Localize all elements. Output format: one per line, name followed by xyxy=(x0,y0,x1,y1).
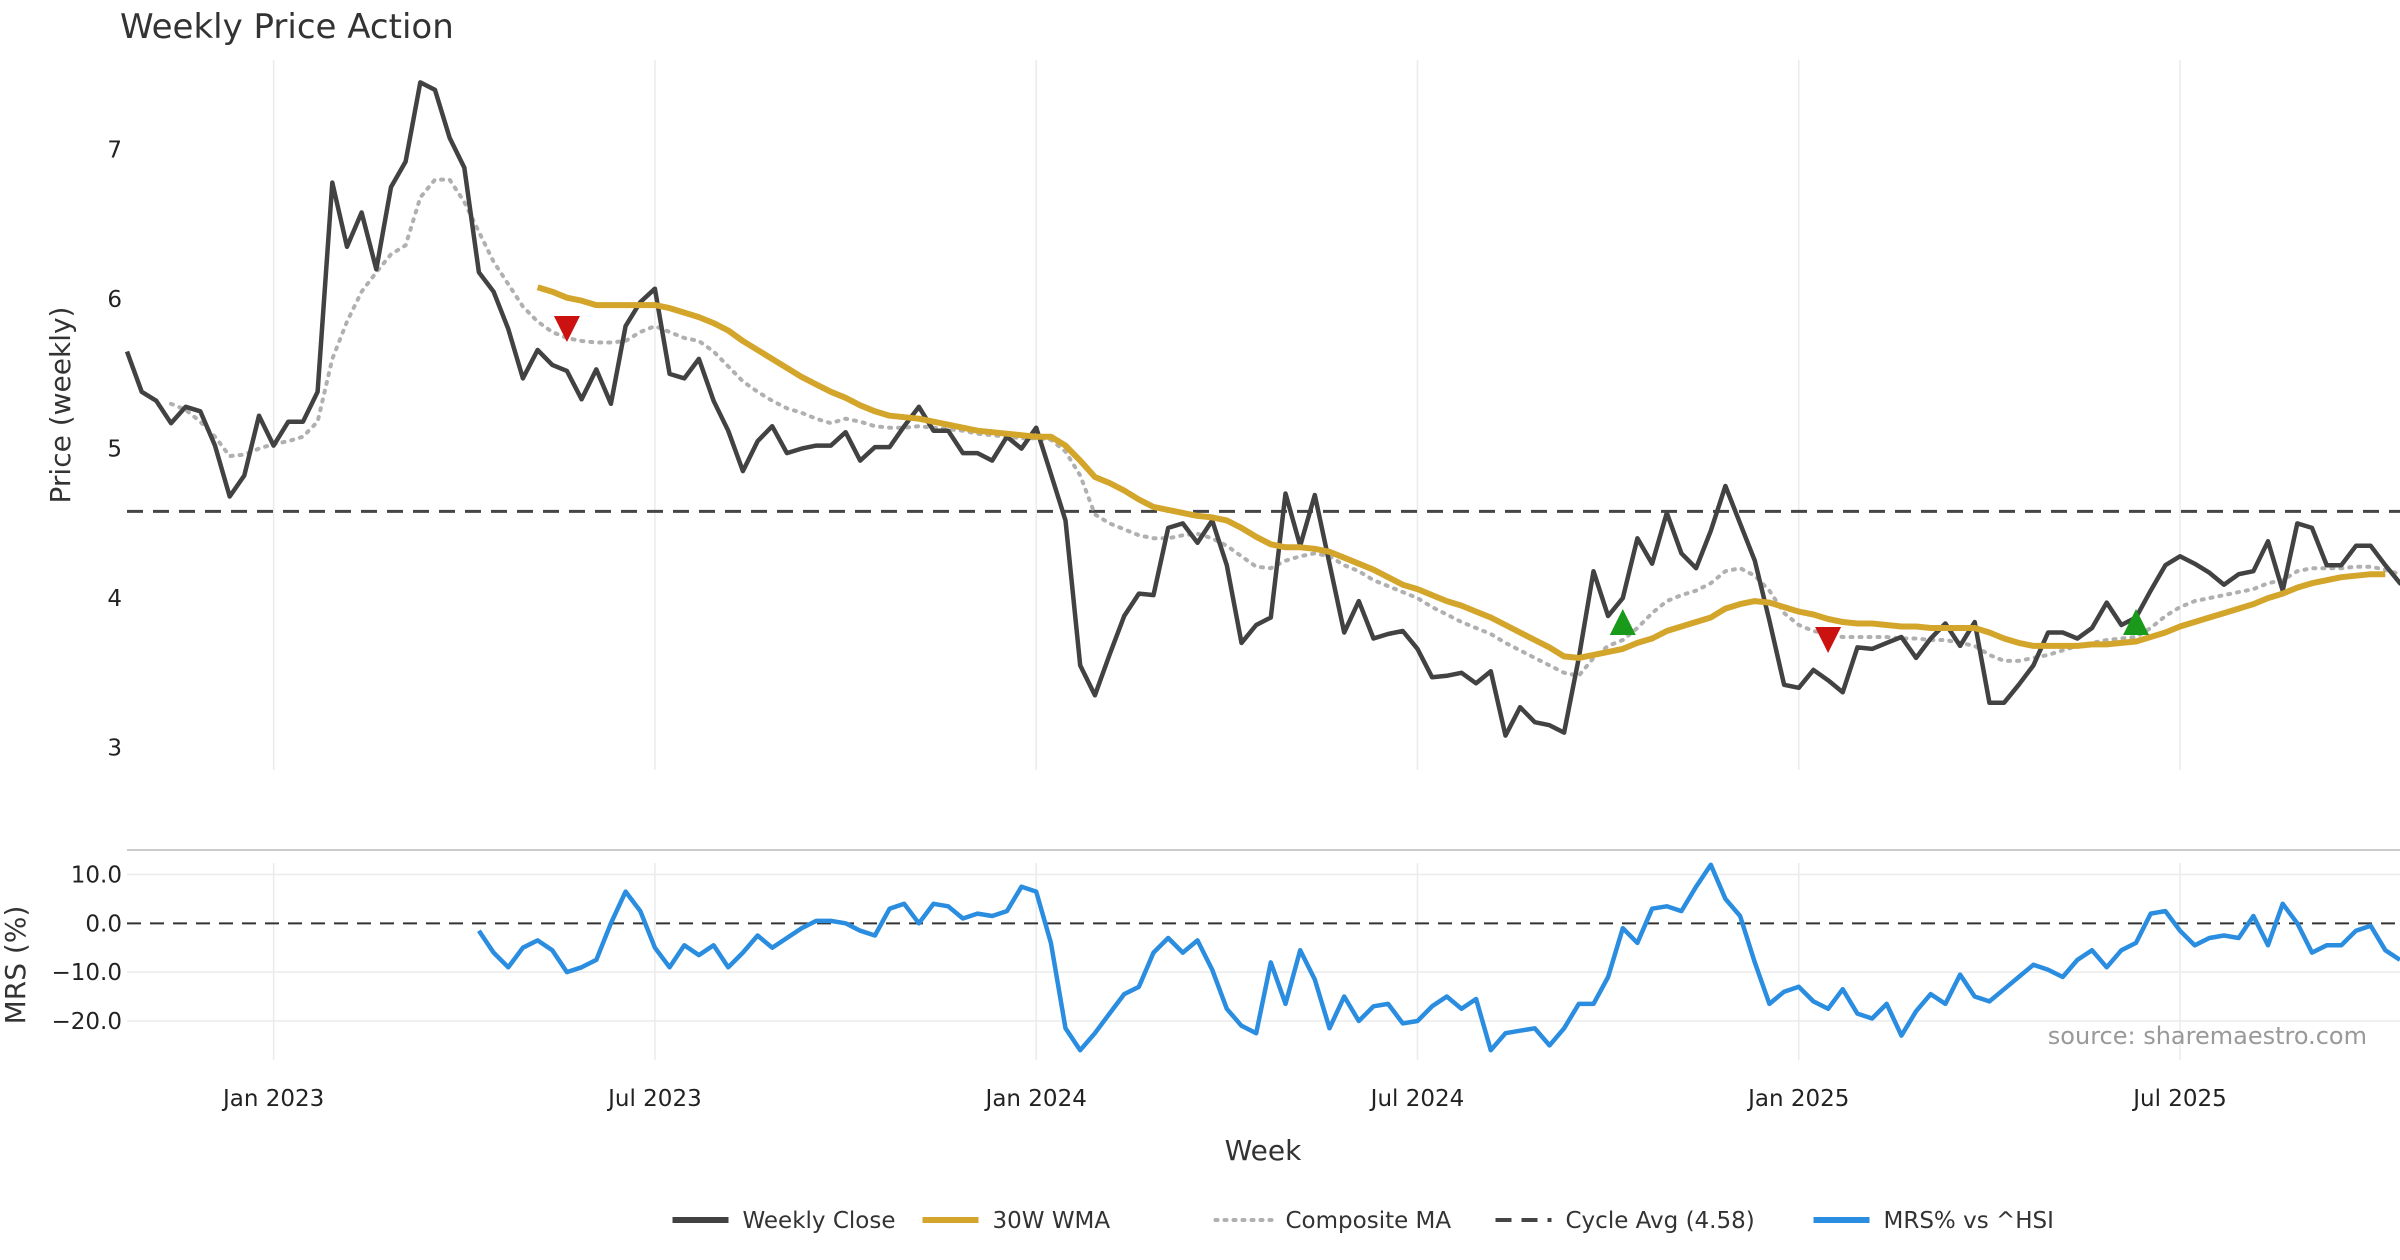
price-y-tick-label: 4 xyxy=(107,586,122,612)
legend-label: 30W WMA xyxy=(993,1208,1111,1234)
price-y-tick-label: 3 xyxy=(107,736,122,762)
x-tick-label: Jan 2025 xyxy=(1746,1086,1849,1112)
legend-label: Cycle Avg (4.58) xyxy=(1566,1208,1755,1234)
sell-signal-marker xyxy=(553,316,580,343)
price-y-axis-label: Price (weekly) xyxy=(44,307,77,504)
legend-label: Composite MA xyxy=(1286,1208,1452,1234)
x-tick-label: Jan 2024 xyxy=(984,1086,1087,1112)
price-y-tick-label: 7 xyxy=(107,138,122,164)
mrs-y-tick-label: 0.0 xyxy=(85,911,122,937)
legend-label: Weekly Close xyxy=(743,1208,896,1234)
x-tick-label: Jul 2024 xyxy=(1369,1086,1465,1112)
mrs-y-tick-label: 10.0 xyxy=(71,863,122,889)
x-tick-label: Jan 2023 xyxy=(221,1086,324,1112)
wma-30w-series xyxy=(536,284,2386,661)
signal-markers xyxy=(553,316,2150,653)
chart-title: Weekly Price Action xyxy=(120,7,454,47)
price-y-tick-label: 5 xyxy=(107,437,122,463)
weekly-close-series xyxy=(124,80,2400,738)
x-ticks: Jan 2023 Jul 2023 Jan 2024 Jul 2024 Jan 2025… xyxy=(221,1086,2227,1112)
legend-label: MRS% vs ^HSI xyxy=(1884,1208,2054,1234)
x-tick-label: Jul 2023 xyxy=(606,1086,702,1112)
price-y-ticks: 3 4 5 6 7 xyxy=(107,138,122,762)
legend: Weekly Close 30W WMA Composite MA Cycle Avg… xyxy=(672,1208,2054,1234)
source-note: source: sharemaestro.com xyxy=(2048,1022,2367,1050)
mrs-y-tick-label: −20.0 xyxy=(52,1009,122,1035)
x-tick-label: Jul 2025 xyxy=(2131,1086,2227,1112)
buy-signal-marker xyxy=(2123,609,2150,636)
mrs-series xyxy=(477,862,2400,1053)
mrs-y-axis-label: MRS (%) xyxy=(0,906,32,1025)
sell-signal-marker xyxy=(1815,626,1842,653)
mrs-y-tick-label: −10.0 xyxy=(52,960,122,986)
composite-ma-series xyxy=(169,177,2400,679)
buy-signal-marker xyxy=(1609,609,1636,636)
mrs-y-ticks: 10.0 0.0 −10.0 −20.0 xyxy=(52,863,122,1035)
price-y-tick-label: 6 xyxy=(107,287,122,313)
x-axis-label: Week xyxy=(1225,1134,1302,1167)
